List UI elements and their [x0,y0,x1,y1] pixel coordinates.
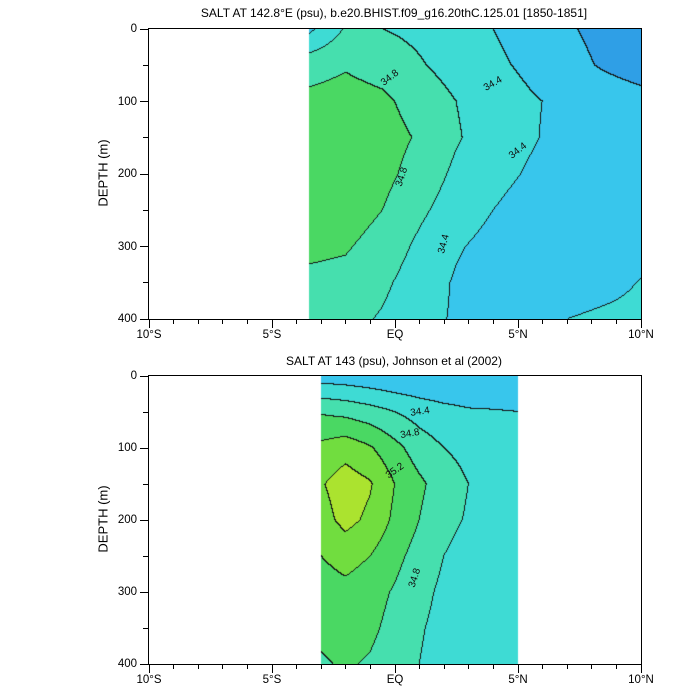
x-minor-tick [197,320,199,324]
y-major-tick [140,447,148,449]
y-minor-tick [143,209,148,211]
y-minor-tick [143,627,148,629]
x-minor-tick [591,665,593,669]
x-minor-tick [222,320,224,324]
x-tick-label: 5°N [508,674,528,686]
y-major-tick [140,375,148,377]
y-minor-tick [143,137,148,139]
y-tick-label: 400 [117,658,137,670]
x-tick-label: 5°S [262,329,282,341]
x-minor-tick [419,665,421,669]
x-minor-tick [542,320,544,324]
plot-area: 10°S 5°S EQ 5°N 10°N 0 100 200 300 400 34.4 34.8 35.… [118,370,654,686]
x-major-tick [271,320,273,328]
x-minor-tick [345,665,347,669]
x-minor-tick [468,665,470,669]
x-minor-tick [246,320,248,324]
x-minor-tick [542,665,544,669]
x-major-tick [271,665,273,673]
x-major-tick [640,665,642,673]
x-tick-label: 5°S [262,674,282,686]
panel-title: SALT AT 142.8°E (psu), b.e20.BHIST.f09_g… [200,6,588,20]
y-major-tick [140,318,148,320]
y-tick-label: 0 [130,23,137,35]
contour-field-canvas [149,376,641,664]
x-minor-tick [566,665,568,669]
plot-area: 10°S 5°S EQ 5°N 10°N 0 100 200 300 400 34.8 34.4 34.… [118,23,654,341]
y-tick-label: 200 [117,168,137,180]
x-minor-tick [591,320,593,324]
x-minor-tick [320,665,322,669]
x-tick-label: 10°S [136,674,162,686]
x-minor-tick [443,320,445,324]
x-tick-label: 10°S [136,329,162,341]
y-tick-label: 300 [117,586,137,598]
x-tick-label: 10°N [628,674,654,686]
contour-field-canvas [149,29,641,319]
y-major-tick [140,101,148,102]
y-major-tick [140,663,148,665]
y-major-tick [140,519,148,521]
x-minor-tick [296,320,298,324]
x-tick-label: 5°N [508,329,528,341]
x-major-tick [640,320,642,328]
x-minor-tick [615,320,617,324]
x-minor-tick [345,320,347,324]
x-tick-label: EQ [386,329,404,341]
x-tick-label: EQ [386,674,404,686]
y-tick-label: 200 [117,514,137,526]
y-major-tick [140,28,148,30]
x-minor-tick [173,320,175,324]
x-major-tick [517,320,519,328]
model-panel: SALT AT 142.8°E (psu), b.e20.BHIST.f09_g… [0,0,700,348]
y-tick-label: 0 [130,370,137,382]
x-minor-tick [197,665,199,669]
y-tick-label: 400 [117,313,137,325]
x-minor-tick [369,665,371,669]
x-minor-tick [246,665,248,669]
y-minor-tick [143,483,148,485]
x-minor-tick [492,320,494,324]
observation-panel: SALT AT 143 (psu), Johnson et al (2002) … [0,348,700,700]
x-minor-tick [296,665,298,669]
x-major-tick [517,665,519,673]
x-minor-tick [615,665,617,669]
y-minor-tick [143,411,148,413]
y-axis-title: DEPTH (m) [95,485,111,553]
x-minor-tick [369,320,371,324]
y-major-tick [140,591,148,593]
x-minor-tick [443,665,445,669]
x-minor-tick [173,665,175,669]
x-minor-tick [492,665,494,669]
x-minor-tick [566,320,568,324]
y-axis-title: DEPTH (m) [95,139,111,207]
x-tick-label: 10°N [628,329,654,341]
x-minor-tick [320,320,322,324]
x-minor-tick [222,665,224,669]
y-minor-tick [143,64,148,66]
x-minor-tick [468,320,470,324]
panel-title: SALT AT 143 (psu), Johnson et al (2002) [286,354,502,368]
y-tick-label: 300 [117,240,137,253]
y-minor-tick [143,555,148,557]
x-minor-tick [419,320,421,324]
y-major-tick [140,173,148,175]
x-major-tick [394,665,396,673]
y-tick-label: 100 [117,442,137,454]
y-minor-tick [143,282,148,284]
x-major-tick [148,320,150,328]
x-major-tick [394,320,396,328]
x-major-tick [148,665,150,673]
y-major-tick [140,246,148,247]
y-tick-label: 100 [117,95,137,108]
